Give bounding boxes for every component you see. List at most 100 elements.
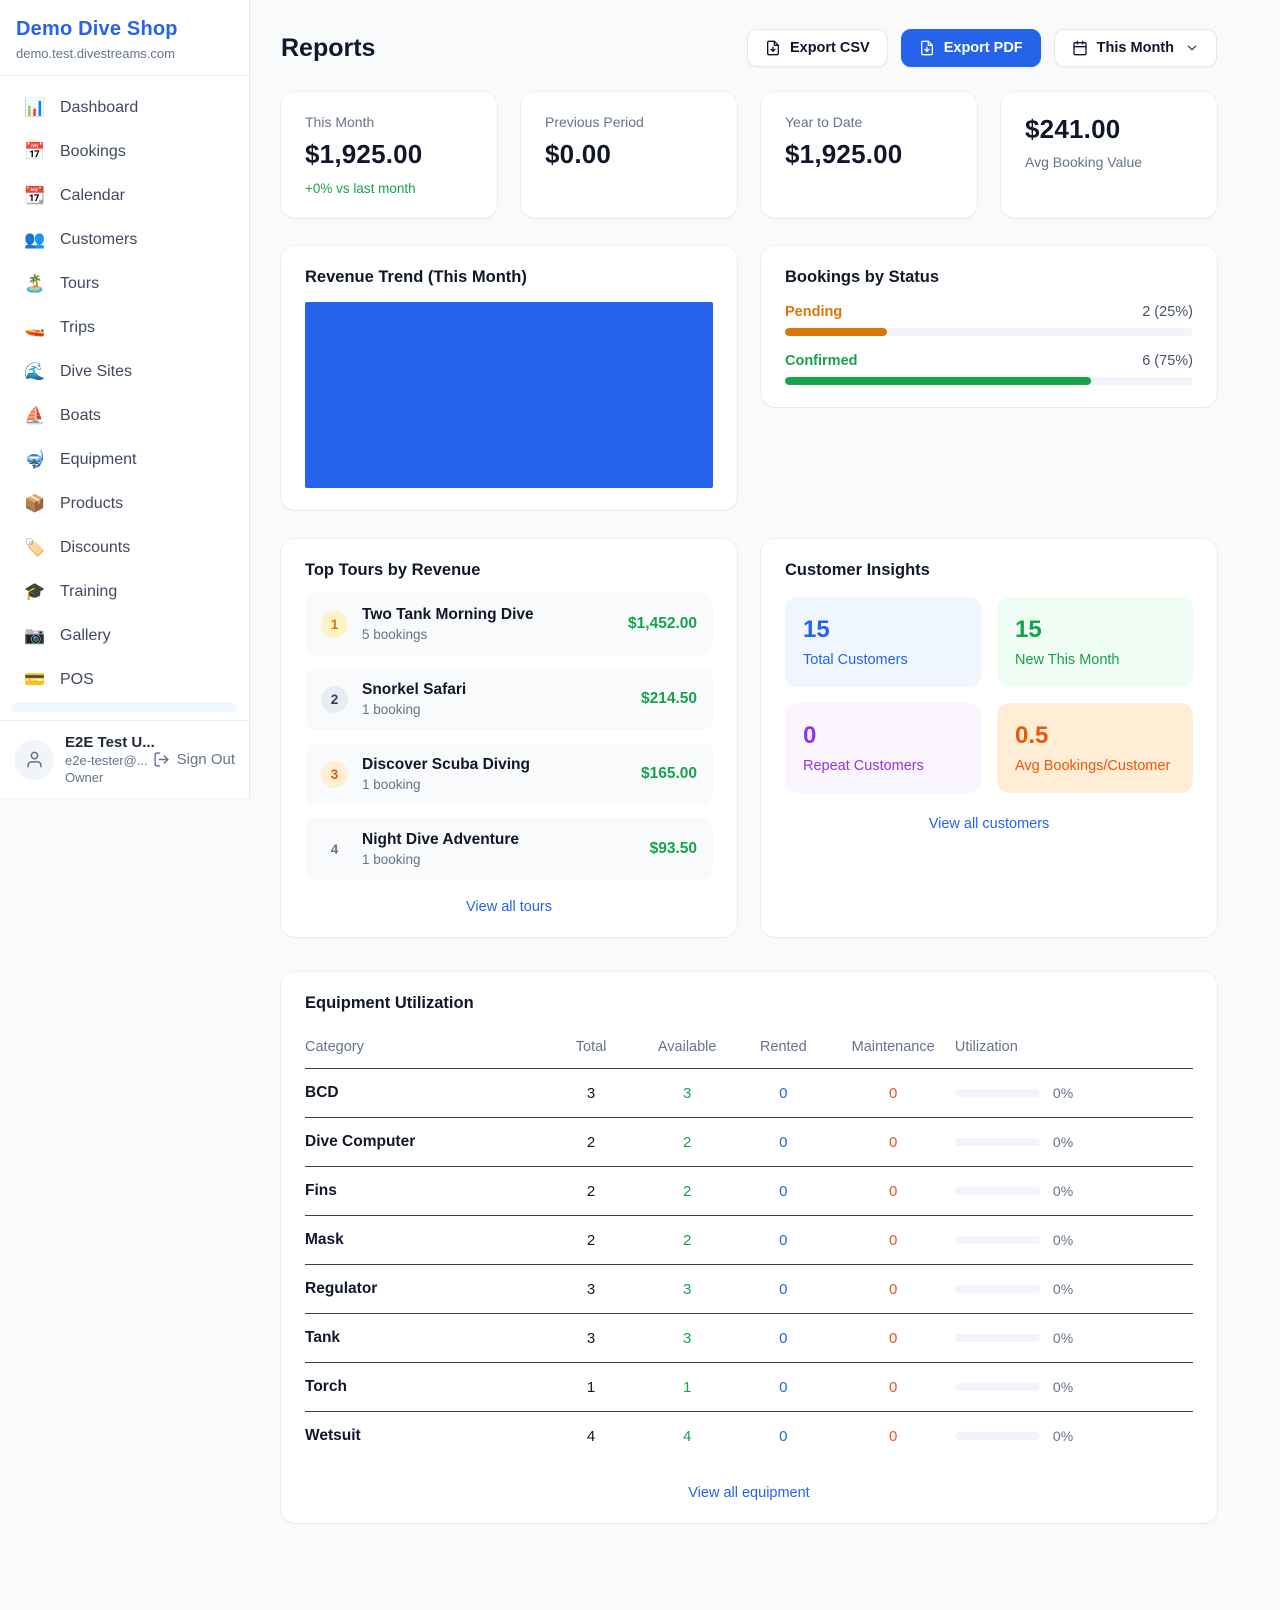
tile-label: New This Month bbox=[1015, 652, 1120, 668]
table-row: Mask 2 2 0 0 0% bbox=[305, 1215, 1193, 1265]
utilization-pct: 0% bbox=[1052, 1281, 1074, 1297]
revenue-trend-card: Revenue Trend (This Month) bbox=[281, 246, 737, 510]
top-tours-card: Top Tours by Revenue 1 Two Tank Morning … bbox=[281, 539, 737, 937]
cell-utilization: 0% bbox=[954, 1313, 1193, 1363]
cell-category: Regulator bbox=[305, 1264, 544, 1314]
sidebar-item-dashboard[interactable]: 📊 Dashboard bbox=[10, 86, 239, 130]
view-all-customers-link[interactable]: View all customers bbox=[928, 816, 1050, 832]
tour-bookings: 5 bookings bbox=[362, 627, 428, 642]
view-all-equipment-link[interactable]: View all equipment bbox=[688, 1485, 810, 1501]
export-pdf-button[interactable]: Export PDF bbox=[900, 29, 1041, 67]
sidebar-item-boats[interactable]: ⛵ Boats bbox=[10, 394, 239, 438]
sidebar-item-training[interactable]: 🎓 Training bbox=[10, 570, 239, 614]
tile-value: 0 bbox=[803, 722, 817, 749]
top-tours-title: Top Tours by Revenue bbox=[305, 561, 481, 579]
utilization-bar bbox=[954, 1383, 1040, 1391]
tours-icon: 🏝️ bbox=[24, 274, 46, 293]
export-csv-label: Export CSV bbox=[789, 40, 870, 56]
sidebar-item-equipment[interactable]: 🤿 Equipment bbox=[10, 438, 239, 482]
sign-out-label: Sign Out bbox=[176, 751, 235, 768]
col-maintenance: Maintenance bbox=[831, 1029, 955, 1069]
sidebar-item-gallery[interactable]: 📷 Gallery bbox=[10, 614, 239, 658]
tour-name: Two Tank Morning Dive bbox=[362, 606, 534, 623]
rank-badge: 1 bbox=[321, 610, 348, 638]
sidebar-item-label: Tours bbox=[60, 275, 100, 292]
progress-track bbox=[785, 328, 1193, 336]
export-csv-button[interactable]: Export CSV bbox=[746, 29, 888, 67]
sidebar-item-dive-sites[interactable]: 🌊 Dive Sites bbox=[10, 350, 239, 394]
sidebar-item-customers[interactable]: 👥 Customers bbox=[10, 218, 239, 262]
sidebar-item-reports-partial[interactable] bbox=[12, 702, 237, 712]
page-header: Reports Export CSV Export PDF This Month bbox=[281, 29, 1217, 67]
cell-category: Fins bbox=[305, 1166, 544, 1216]
equipment-table: Category Total Available Rented Maintena… bbox=[305, 1029, 1193, 1460]
tile-new-this-month: 15 New This Month bbox=[997, 597, 1193, 687]
user-role: Owner bbox=[65, 770, 104, 785]
cell-total: 3 bbox=[543, 1313, 640, 1363]
sidebar-item-label: Trips bbox=[60, 319, 95, 336]
stat-card-year-to-date: Year to Date $1,925.00 bbox=[761, 92, 977, 218]
period-label: This Month bbox=[1096, 40, 1174, 56]
cell-utilization: 0% bbox=[954, 1068, 1193, 1118]
sign-out-button[interactable]: Sign Out bbox=[153, 751, 235, 768]
sidebar-nav: 📊 Dashboard 📅 Bookings 📆 Calendar 👥 Cust… bbox=[0, 76, 249, 720]
stat-delta: +0% vs last month bbox=[305, 181, 416, 196]
tour-row: 3 Discover Scuba Diving 1 booking $165.0… bbox=[305, 743, 713, 805]
tile-value: 0.5 bbox=[1015, 722, 1049, 749]
cell-maintenance: 0 bbox=[831, 1313, 955, 1363]
progress-fill-pending bbox=[785, 328, 887, 336]
stat-value: $0.00 bbox=[545, 139, 612, 169]
cell-category: Mask bbox=[305, 1215, 544, 1265]
stat-label: Year to Date bbox=[785, 114, 863, 130]
stat-value: $1,925.00 bbox=[785, 139, 903, 169]
view-all-tours-link[interactable]: View all tours bbox=[466, 899, 552, 915]
table-row: BCD 3 3 0 0 0% bbox=[305, 1068, 1193, 1118]
sidebar-item-pos[interactable]: 💳 POS bbox=[10, 658, 239, 702]
cell-rented: 0 bbox=[735, 1313, 832, 1363]
status-value: 2 (25%) bbox=[1142, 304, 1193, 320]
period-dropdown[interactable]: This Month bbox=[1053, 29, 1217, 67]
cell-available: 3 bbox=[639, 1264, 736, 1314]
stat-card-previous-period: Previous Period $0.00 bbox=[521, 92, 737, 218]
sign-out-icon bbox=[154, 752, 169, 767]
table-row: Tank 3 3 0 0 0% bbox=[305, 1313, 1193, 1363]
progress-fill-confirmed bbox=[785, 377, 1091, 385]
equipment-utilization-card: Equipment Utilization Category Total Ava… bbox=[281, 972, 1217, 1523]
utilization-bar bbox=[954, 1432, 1040, 1440]
cell-available: 2 bbox=[639, 1215, 736, 1265]
utilization-bar bbox=[954, 1138, 1040, 1146]
header-actions: Export CSV Export PDF This Month bbox=[746, 29, 1217, 67]
sidebar-item-label: Calendar bbox=[60, 187, 125, 204]
sidebar-item-calendar[interactable]: 📆 Calendar bbox=[10, 174, 239, 218]
user-email: e2e-tester@... bbox=[65, 753, 148, 768]
calendar-icon bbox=[1073, 40, 1087, 56]
boats-icon: ⛵ bbox=[24, 406, 46, 425]
tour-row: 4 Night Dive Adventure 1 booking $93.50 bbox=[305, 818, 713, 880]
sidebar-item-label: Bookings bbox=[60, 143, 126, 160]
stat-card-this-month: This Month $1,925.00 +0% vs last month bbox=[281, 92, 497, 218]
cell-utilization: 0% bbox=[954, 1264, 1193, 1314]
cell-rented: 0 bbox=[735, 1068, 832, 1118]
sidebar-item-trips[interactable]: 🚤 Trips bbox=[10, 306, 239, 350]
tour-bookings: 1 booking bbox=[362, 852, 421, 867]
sidebar-item-products[interactable]: 📦 Products bbox=[10, 482, 239, 526]
products-icon: 📦 bbox=[24, 494, 46, 513]
cell-total: 2 bbox=[543, 1215, 640, 1265]
cell-available: 3 bbox=[639, 1313, 736, 1363]
equipment-icon: 🤿 bbox=[24, 450, 46, 469]
sidebar-item-discounts[interactable]: 🏷️ Discounts bbox=[10, 526, 239, 570]
cell-maintenance: 0 bbox=[831, 1117, 955, 1167]
stat-value: $241.00 bbox=[1025, 114, 1121, 144]
sidebar-item-tours[interactable]: 🏝️ Tours bbox=[10, 262, 239, 306]
tour-revenue: $93.50 bbox=[649, 840, 697, 857]
cell-utilization: 0% bbox=[954, 1412, 1193, 1461]
cell-maintenance: 0 bbox=[831, 1068, 955, 1118]
export-pdf-label: Export PDF bbox=[943, 40, 1023, 56]
pos-icon: 💳 bbox=[24, 670, 46, 689]
utilization-bar bbox=[954, 1334, 1040, 1342]
status-label: Pending bbox=[785, 304, 843, 320]
tour-name: Discover Scuba Diving bbox=[362, 756, 530, 773]
rank-badge: 4 bbox=[330, 841, 339, 857]
col-total: Total bbox=[543, 1029, 640, 1069]
sidebar-item-bookings[interactable]: 📅 Bookings bbox=[10, 130, 239, 174]
